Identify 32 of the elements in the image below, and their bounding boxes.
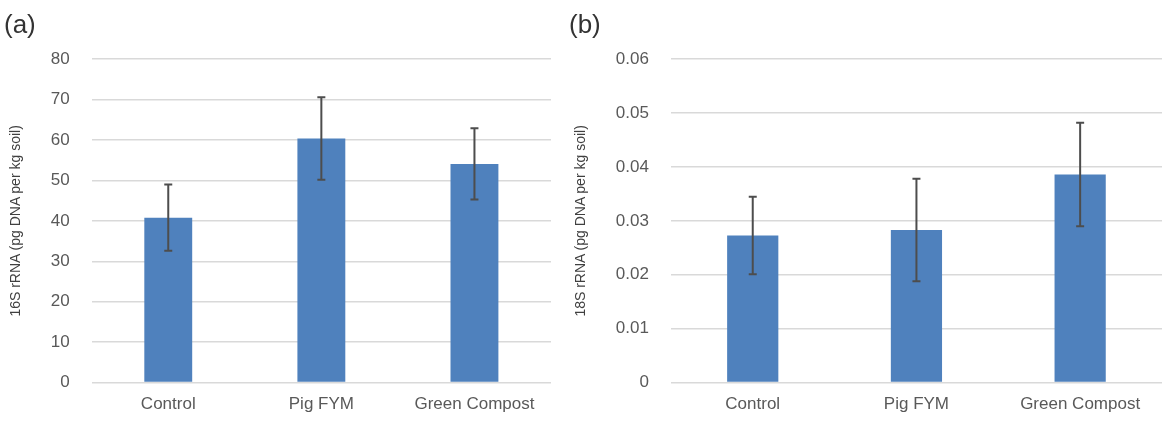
y-tick-label: 0.06 (615, 48, 649, 68)
y-axis-title: 18S rRNA (pg DNA per kg soil) (572, 125, 589, 317)
bar (1054, 174, 1106, 382)
y-tick-label: 70 (50, 89, 70, 109)
y-tick-label: 50 (50, 170, 70, 190)
y-tick-label: 10 (50, 331, 70, 351)
y-tick-label: 0 (60, 372, 70, 392)
bar (144, 217, 193, 382)
x-tick-label: Pig FYM (883, 394, 950, 414)
y-tick-label: 60 (50, 129, 70, 149)
y-tick-label: 20 (50, 291, 70, 311)
chart-title: (b) (569, 8, 601, 39)
y-axis-title: 16S rRNA (pg DNA per kg soil) (7, 125, 24, 317)
y-tick-label: 30 (50, 251, 70, 271)
y-tick-label: 0.03 (615, 210, 649, 230)
y-tick-label: 0 (639, 372, 649, 392)
chart-title: (a) (4, 8, 36, 39)
y-tick-label: 0.04 (615, 156, 649, 176)
y-tick-label: 40 (50, 210, 70, 230)
x-tick-label: Green Compost (1020, 394, 1141, 414)
bar (890, 230, 943, 382)
x-tick-label: Control (725, 394, 781, 414)
bar (727, 235, 779, 382)
x-tick-label: Control (140, 394, 196, 414)
y-tick-label: 0.05 (615, 102, 649, 122)
y-tick-label: 80 (50, 48, 70, 68)
bar (297, 138, 346, 382)
bar (450, 163, 499, 382)
x-tick-label: Green Compost (414, 394, 535, 414)
x-tick-label: Pig FYM (288, 394, 354, 414)
y-tick-label: 0.02 (615, 264, 649, 284)
y-tick-label: 0.01 (615, 318, 649, 338)
